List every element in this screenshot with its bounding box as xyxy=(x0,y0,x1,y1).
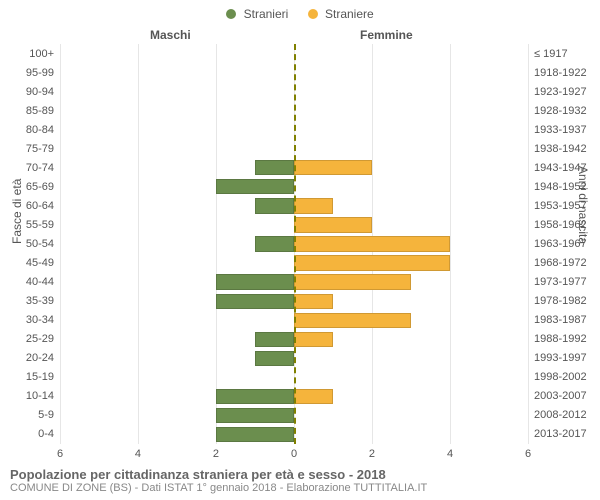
y-label-age: 30-34 xyxy=(26,314,60,326)
x-tick-label: 6 xyxy=(57,444,63,460)
footer-title: Popolazione per cittadinanza straniera p… xyxy=(10,467,590,482)
y-label-birth: 1998-2002 xyxy=(528,371,587,383)
y-label-birth: 1948-1952 xyxy=(528,181,587,193)
y-label-age: 10-14 xyxy=(26,390,60,402)
legend-item-male: Stranieri xyxy=(226,6,288,21)
y-label-birth: ≤ 1917 xyxy=(528,48,568,60)
header-femmine: Femmine xyxy=(360,28,413,42)
y-label-age: 40-44 xyxy=(26,276,60,288)
legend-swatch-female xyxy=(308,9,318,19)
legend-label-male: Stranieri xyxy=(244,7,289,21)
y-label-birth: 1928-1932 xyxy=(528,105,587,117)
y-label-age: 80-84 xyxy=(26,124,60,136)
y-label-birth: 2008-2012 xyxy=(528,409,587,421)
y-label-age: 35-39 xyxy=(26,295,60,307)
y-label-age: 65-69 xyxy=(26,181,60,193)
y-label-age: 95-99 xyxy=(26,67,60,79)
chart-area: 100+95-9990-9485-8980-8475-7970-7465-696… xyxy=(60,44,528,444)
y-label-birth: 1933-1937 xyxy=(528,124,587,136)
y-label-age: 45-49 xyxy=(26,257,60,269)
footer: Popolazione per cittadinanza straniera p… xyxy=(10,467,590,494)
x-tick-label: 2 xyxy=(369,444,375,460)
y-label-birth: 1953-1957 xyxy=(528,200,587,212)
y-label-birth: 2013-2017 xyxy=(528,428,587,440)
y-label-age: 70-74 xyxy=(26,162,60,174)
x-ticks: 6420246 xyxy=(60,44,528,444)
y-label-birth: 1968-1972 xyxy=(528,257,587,269)
legend: Stranieri Straniere xyxy=(0,6,600,21)
y-label-age: 75-79 xyxy=(26,143,60,155)
y-label-birth: 1958-1962 xyxy=(528,219,587,231)
y-label-age: 25-29 xyxy=(26,333,60,345)
x-tick-label: 4 xyxy=(135,444,141,460)
x-tick-label: 4 xyxy=(447,444,453,460)
y-label-age: 55-59 xyxy=(26,219,60,231)
y-label-birth: 1938-1942 xyxy=(528,143,587,155)
x-tick-label: 6 xyxy=(525,444,531,460)
y-label-age: 0-4 xyxy=(38,428,60,440)
y-label-age: 5-9 xyxy=(38,409,60,421)
y-label-birth: 1978-1982 xyxy=(528,295,587,307)
footer-subtitle: COMUNE DI ZONE (BS) - Dati ISTAT 1° genn… xyxy=(10,482,590,494)
y-label-birth: 1993-1997 xyxy=(528,352,587,364)
y-label-birth: 1983-1987 xyxy=(528,314,587,326)
y-label-age: 15-19 xyxy=(26,371,60,383)
y-label-age: 100+ xyxy=(29,48,60,60)
x-tick-label: 0 xyxy=(291,444,297,460)
y-label-age: 60-64 xyxy=(26,200,60,212)
y-label-birth: 1963-1967 xyxy=(528,238,587,250)
y-label-age: 20-24 xyxy=(26,352,60,364)
legend-item-female: Straniere xyxy=(308,6,374,21)
y-label-birth: 1943-1947 xyxy=(528,162,587,174)
header-maschi: Maschi xyxy=(150,28,191,42)
y-label-birth: 1923-1927 xyxy=(528,86,587,98)
y-label-birth: 1988-1992 xyxy=(528,333,587,345)
y-axis-label-left: Fasce di età xyxy=(10,179,24,244)
y-label-age: 90-94 xyxy=(26,86,60,98)
legend-label-female: Straniere xyxy=(325,7,374,21)
x-tick-label: 2 xyxy=(213,444,219,460)
y-label-birth: 1973-1977 xyxy=(528,276,587,288)
y-label-age: 85-89 xyxy=(26,105,60,117)
y-label-birth: 1918-1922 xyxy=(528,67,587,79)
y-label-birth: 2003-2007 xyxy=(528,390,587,402)
y-label-age: 50-54 xyxy=(26,238,60,250)
legend-swatch-male xyxy=(226,9,236,19)
